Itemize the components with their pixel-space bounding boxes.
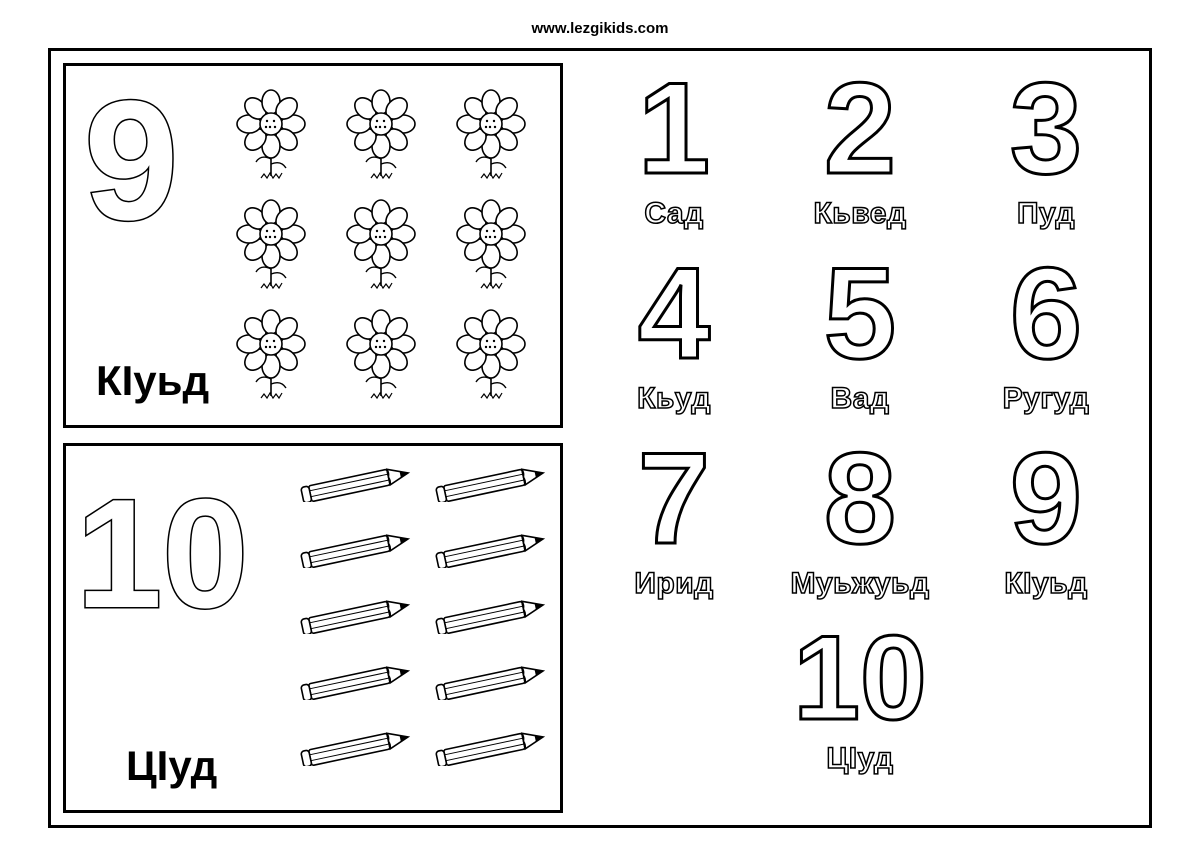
flower-icon — [446, 304, 536, 404]
pencil-icon — [291, 596, 421, 634]
coloring-worksheet-page: www.lezgikids.com 9 КIуьд — [0, 0, 1200, 864]
number-word: ЦIуд — [767, 742, 953, 776]
number-word: КIуьд — [953, 567, 1139, 601]
number-cell-1: 1 Сад — [581, 63, 767, 231]
number-word: Кьуд — [581, 382, 767, 416]
pencil-icon — [426, 728, 556, 766]
number-cell-4: 4 Кьуд — [581, 248, 767, 416]
pencil-icon — [426, 596, 556, 634]
flower-icon — [226, 304, 316, 404]
number-cell-2: 2 Кьвед — [767, 63, 953, 231]
pencil-icon — [291, 728, 421, 766]
number-word: Вад — [767, 382, 953, 416]
flower-icon — [226, 194, 316, 294]
pencil-icon — [291, 464, 421, 502]
number-word: Сад — [581, 197, 767, 231]
flowers-group — [216, 84, 556, 414]
flower-icon — [336, 304, 426, 404]
number-glyph: 10 — [767, 618, 953, 738]
number-glyph: 6 — [953, 248, 1139, 378]
label-nine: КIуьд — [96, 357, 209, 405]
source-url: www.lezgikids.com — [0, 20, 1200, 37]
number-glyph: 3 — [953, 63, 1139, 193]
number-glyph: 4 — [581, 248, 767, 378]
number-word: Ирид — [581, 567, 767, 601]
pencil-icon — [291, 662, 421, 700]
number-cell-7: 7 Ирид — [581, 433, 767, 601]
pencils-group — [291, 464, 561, 804]
big-digit-10: 10 — [76, 476, 248, 631]
panel-ten: 10 ЦIуд — [63, 443, 563, 813]
outer-frame: 9 КIуьд — [48, 48, 1152, 828]
pencil-icon — [426, 662, 556, 700]
pencil-icon — [291, 530, 421, 568]
flower-icon — [226, 84, 316, 184]
pencil-icon — [426, 464, 556, 502]
number-word: Кьвед — [767, 197, 953, 231]
number-cell-10: 10 ЦIуд — [767, 618, 953, 776]
number-glyph: 5 — [767, 248, 953, 378]
number-glyph: 1 — [581, 63, 767, 193]
number-glyph: 9 — [953, 433, 1139, 563]
number-glyph: 8 — [767, 433, 953, 563]
flower-icon — [336, 84, 426, 184]
number-word: Пуд — [953, 197, 1139, 231]
big-digit-9: 9 — [84, 76, 179, 246]
number-cell-9: 9 КIуьд — [953, 433, 1139, 601]
panel-nine: 9 КIуьд — [63, 63, 563, 428]
number-glyph: 7 — [581, 433, 767, 563]
number-word: Муьжуьд — [767, 567, 953, 601]
number-word: Ругуд — [953, 382, 1139, 416]
number-cell-6: 6 Ругуд — [953, 248, 1139, 416]
flower-icon — [446, 84, 536, 184]
number-glyph: 2 — [767, 63, 953, 193]
flower-icon — [336, 194, 426, 294]
number-cell-5: 5 Вад — [767, 248, 953, 416]
numbers-grid: 1 Сад2 Кьвед3 Пуд 4 Кьуд5 Вад6 Ругуд 7 Ирид8 Муьжу… — [581, 63, 1141, 815]
pencil-icon — [426, 530, 556, 568]
number-cell-3: 3 Пуд — [953, 63, 1139, 231]
label-ten: ЦIуд — [126, 742, 217, 790]
number-cell-8: 8 Муьжуьд — [767, 433, 953, 601]
flower-icon — [446, 194, 536, 294]
